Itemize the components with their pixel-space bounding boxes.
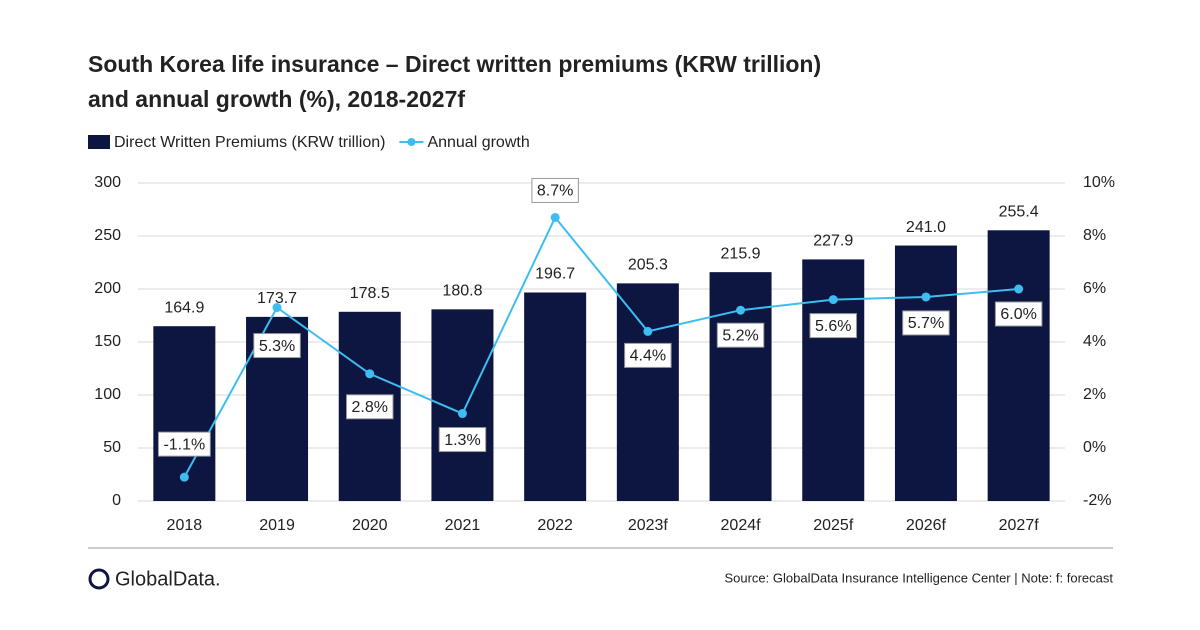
bar-value-label: 255.4 <box>999 203 1039 220</box>
label-box <box>531 177 579 203</box>
x-tick-label: 2027f <box>999 517 1040 534</box>
x-tick-label: 2025f <box>813 517 854 534</box>
legend-label: Annual growth <box>427 134 529 151</box>
bar <box>894 245 957 501</box>
legend-swatch <box>407 138 416 146</box>
growth-label: 5.6% <box>809 313 857 339</box>
growth-label: 4.4% <box>624 342 672 368</box>
label-box <box>716 322 765 348</box>
label-box <box>902 310 950 336</box>
x-tick-label: 2024f <box>721 517 762 534</box>
growth-point <box>643 326 653 336</box>
brand-name: GlobalData. <box>115 568 221 590</box>
growth-value-label: 4.4% <box>630 348 666 365</box>
y-tick-label: 50 <box>103 439 121 456</box>
y2-tick-label: 8% <box>1083 227 1106 244</box>
growth-value-label: -1.1% <box>163 436 205 453</box>
growth-point <box>1014 284 1024 294</box>
label-box <box>624 342 672 368</box>
brand-logo: GlobalData. <box>88 568 221 590</box>
label-box <box>994 301 1043 327</box>
growth-value-label: 5.7% <box>908 315 944 332</box>
growth-label: 2.8% <box>346 394 394 420</box>
bar-value-label: 178.5 <box>350 285 390 302</box>
y2-tick-label: 4% <box>1083 333 1106 350</box>
bar <box>616 283 679 501</box>
bar <box>153 326 216 501</box>
x-tick-label: 2022 <box>537 517 573 534</box>
growth-line <box>183 215 1019 478</box>
legend-swatch <box>88 135 110 149</box>
growth-label: 5.7% <box>902 310 950 336</box>
bar-value-label: 180.8 <box>442 283 482 300</box>
x-tick-label: 2021 <box>445 517 481 534</box>
y-tick-label: 0 <box>112 492 121 509</box>
chart-title: South Korea life insurance – Direct writ… <box>88 51 821 77</box>
growth-label: 5.2% <box>716 322 765 348</box>
growth-label: 6.0% <box>994 301 1043 327</box>
growth-point <box>272 303 282 313</box>
label-box <box>157 431 211 457</box>
growth-value-label: 2.8% <box>352 399 388 416</box>
bar-value-label: 241.0 <box>906 219 946 236</box>
y2-tick-label: 2% <box>1083 386 1106 403</box>
y2-tick-label: -2% <box>1083 492 1111 509</box>
y2-tick-label: 10% <box>1083 174 1115 191</box>
growth-point <box>457 409 467 419</box>
growth-point <box>828 295 838 305</box>
bar-value-label: 196.7 <box>535 266 575 283</box>
label-box <box>253 333 301 359</box>
x-tick-label: 2020 <box>352 517 388 534</box>
y-tick-label: 300 <box>94 174 121 191</box>
growth-value-label: 1.3% <box>444 432 480 449</box>
growth-point <box>736 305 746 315</box>
growth-label: -1.1% <box>157 431 211 457</box>
growth-value-label: 5.3% <box>259 338 295 355</box>
logo-icon <box>88 568 110 590</box>
growth-label: 1.3% <box>438 427 487 453</box>
bar-value-label: 227.9 <box>813 233 853 250</box>
y-tick-label: 200 <box>94 280 121 297</box>
x-tick-label: 2023f <box>628 517 669 534</box>
growth-value-label: 5.2% <box>722 327 758 344</box>
growth-point <box>365 369 375 379</box>
growth-value-label: 6.0% <box>1000 306 1036 323</box>
bar-value-label: 173.7 <box>257 290 297 307</box>
y-tick-label: 100 <box>94 386 121 403</box>
bar <box>987 230 1050 501</box>
label-box <box>438 427 487 453</box>
growth-value-label: 5.6% <box>815 318 851 335</box>
bar-value-label: 164.9 <box>164 299 204 316</box>
growth-value-label: 8.7% <box>537 183 573 200</box>
y-tick-label: 150 <box>94 333 121 350</box>
growth-label: 5.3% <box>253 333 301 359</box>
bar-value-label: 205.3 <box>628 257 668 274</box>
y-tick-label: 250 <box>94 227 121 244</box>
growth-point <box>550 212 560 222</box>
legend-label: Direct Written Premiums (KRW trillion) <box>114 134 385 151</box>
chart-title: and annual growth (%), 2018-2027f <box>88 86 465 112</box>
x-tick-label: 2026f <box>906 517 947 534</box>
y2-tick-label: 6% <box>1083 280 1106 297</box>
source-note: Source: GlobalData Insurance Intelligenc… <box>724 570 1113 585</box>
growth-point <box>921 292 931 302</box>
bar <box>524 292 587 501</box>
growth-point <box>179 472 189 482</box>
growth-label: 8.7% <box>531 177 579 203</box>
bar-value-label: 215.9 <box>721 245 761 262</box>
x-tick-label: 2019 <box>259 517 295 534</box>
label-box <box>809 313 857 339</box>
label-box <box>346 394 394 420</box>
y2-tick-label: 0% <box>1083 439 1106 456</box>
x-tick-label: 2018 <box>167 517 203 534</box>
